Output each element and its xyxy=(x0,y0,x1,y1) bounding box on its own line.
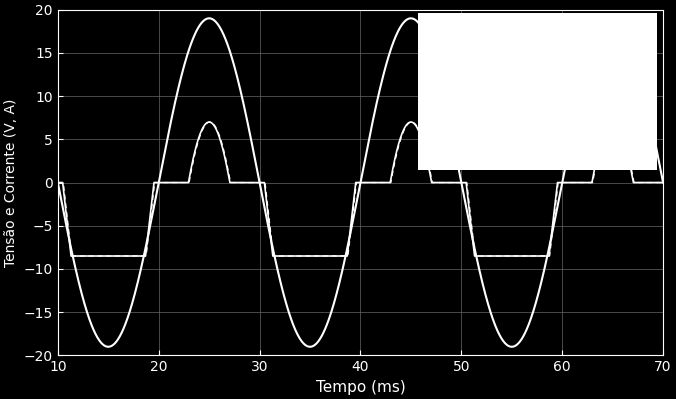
Y-axis label: Tensão e Corrente (V, A): Tensão e Corrente (V, A) xyxy=(4,99,18,267)
X-axis label: Tempo (ms): Tempo (ms) xyxy=(316,380,406,395)
